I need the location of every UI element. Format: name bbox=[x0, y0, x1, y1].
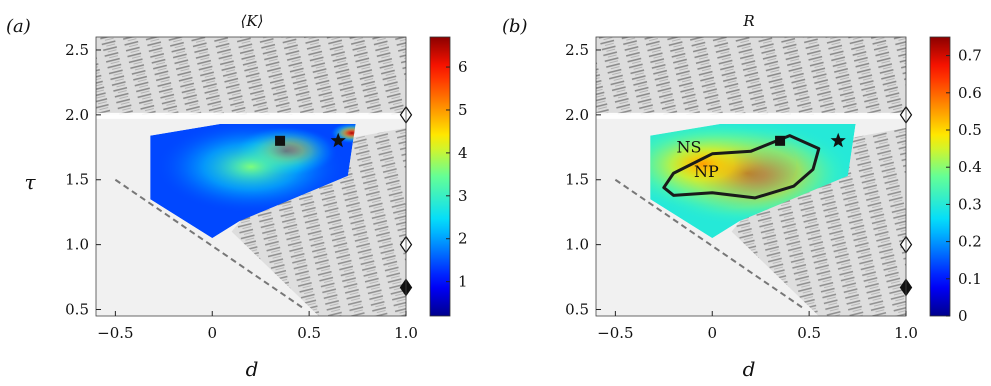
colorbar-tick-label: 0.5 bbox=[958, 121, 982, 139]
square-marker bbox=[775, 135, 786, 146]
y-tick-label: 1.5 bbox=[65, 171, 89, 189]
x-tick-label: −0.5 bbox=[97, 324, 133, 342]
y-tick-label: 2.5 bbox=[65, 41, 89, 59]
texture-band-top bbox=[96, 37, 406, 115]
hotspot bbox=[157, 123, 345, 213]
heatmap-field bbox=[150, 123, 356, 239]
colorbar-tick-label: 0.2 bbox=[958, 233, 982, 251]
plot-frame bbox=[95, 36, 407, 317]
panel-b: (b) R d NS NP −0.5 0 0.5 1.0 0.5 1.0 1.5 2.0 2.5 0 0… bbox=[502, 12, 982, 381]
x-axis-label: d bbox=[246, 357, 259, 381]
colorbar-tick-label: 0.1 bbox=[958, 270, 982, 288]
y-axis-label: τ bbox=[24, 170, 36, 194]
contour-label: NP bbox=[694, 162, 719, 181]
x-tick-label: 0.5 bbox=[797, 324, 821, 342]
star-marker bbox=[830, 132, 846, 148]
y-tick-label: 0.5 bbox=[565, 301, 589, 319]
panel-title: R bbox=[742, 12, 754, 30]
dashed-boundary bbox=[114, 178, 306, 311]
hotspot bbox=[650, 123, 797, 210]
colorbar bbox=[429, 36, 451, 317]
colorbar-tick-label: 0.7 bbox=[958, 47, 982, 65]
colorbar-tick-label: 0 bbox=[958, 307, 968, 325]
x-tick-label: 1.0 bbox=[894, 324, 918, 342]
texture-band-right bbox=[731, 127, 906, 316]
y-tick-label: 2.5 bbox=[565, 41, 589, 59]
x-axis-label: d bbox=[743, 357, 756, 381]
contour-line bbox=[662, 134, 821, 200]
colorbar-tick-label: 3 bbox=[458, 187, 468, 205]
texture-band-top bbox=[596, 37, 906, 115]
heatmap-field bbox=[650, 123, 856, 239]
colorbar-tick-label: 6 bbox=[458, 58, 468, 76]
white-stripe bbox=[596, 112, 906, 119]
colorbar-tick-label: 0.3 bbox=[958, 195, 982, 213]
colorbar-tick-label: 0.4 bbox=[958, 158, 982, 176]
star-marker bbox=[330, 132, 346, 148]
y-tick-label: 1.0 bbox=[565, 236, 589, 254]
x-tick-label: 0 bbox=[207, 324, 217, 342]
x-tick-label: −0.5 bbox=[597, 324, 633, 342]
x-tick-label: 0.5 bbox=[297, 324, 321, 342]
colorbar-tick-label: 1 bbox=[458, 273, 468, 291]
texture-band-right bbox=[231, 127, 406, 316]
y-tick-label: 2.0 bbox=[65, 106, 89, 124]
colorbar-tick-label: 0.6 bbox=[958, 84, 982, 102]
x-tick-label: 1.0 bbox=[394, 324, 418, 342]
y-tick-label: 1.0 bbox=[65, 236, 89, 254]
panel-label: (a) bbox=[6, 16, 31, 37]
white-stripe bbox=[96, 112, 406, 119]
panel-label: (b) bbox=[502, 16, 528, 37]
colorbar bbox=[929, 36, 951, 317]
contour-label: NS bbox=[677, 137, 702, 156]
y-tick-label: 1.5 bbox=[565, 171, 589, 189]
colorbar-tick-label: 4 bbox=[458, 144, 468, 162]
dashed-boundary bbox=[614, 178, 806, 311]
panel-title: ⟨K⟩ bbox=[241, 12, 264, 30]
square-marker bbox=[275, 135, 286, 146]
y-tick-label: 2.0 bbox=[565, 106, 589, 124]
plot-frame bbox=[595, 36, 907, 317]
x-tick-label: 0 bbox=[707, 324, 717, 342]
panel-a: (a) ⟨K⟩ d τ −0.5 0 0.5 1.0 0.5 1.0 1.5 2.0 2.5 1 2… bbox=[6, 12, 468, 381]
colorbar-tick-label: 2 bbox=[458, 230, 468, 248]
y-tick-label: 0.5 bbox=[65, 301, 89, 319]
colorbar-tick-label: 5 bbox=[458, 101, 468, 119]
